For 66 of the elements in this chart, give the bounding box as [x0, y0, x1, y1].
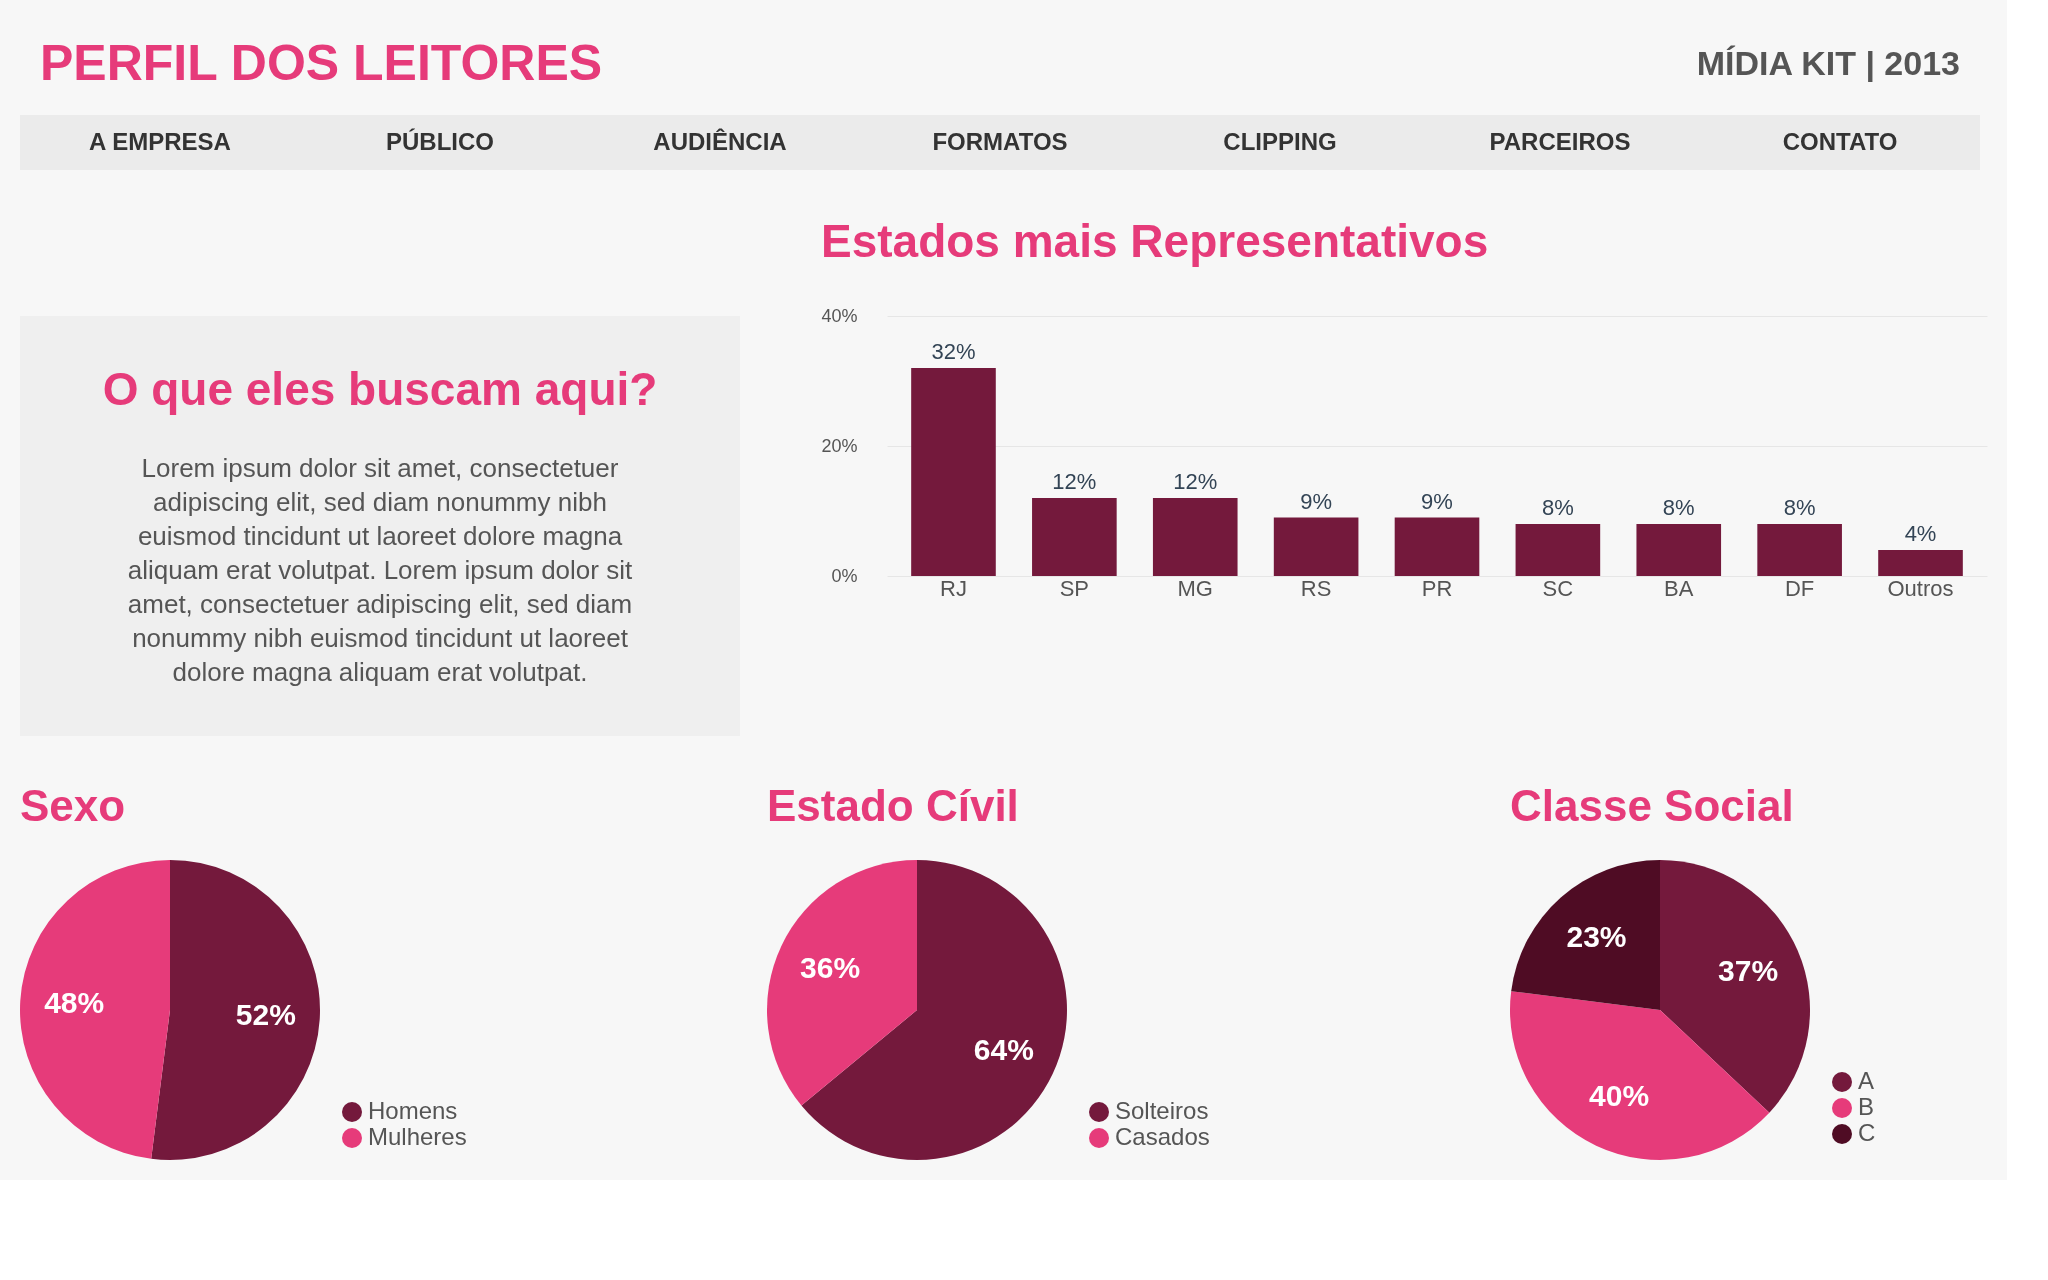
pie-slice: [801, 860, 1067, 1160]
text: MÍDIA KIT | 2013: [1696, 44, 1960, 82]
data-label: 40%: [1589, 1078, 1650, 1112]
data-label: 36%: [800, 951, 861, 985]
chart-title: Estado Cívil: [767, 781, 1019, 830]
x-tick-label: BA: [1664, 575, 1694, 601]
legend-label: B: [1858, 1093, 1875, 1120]
data-label: 8%: [1783, 495, 1816, 520]
data-label: 8%: [1541, 495, 1574, 520]
bar: [1515, 524, 1601, 576]
x-tick-label: PR: [1421, 575, 1453, 601]
pie-slice: [20, 860, 170, 1159]
x-tick-label: SP: [1059, 575, 1090, 601]
bar: [1636, 524, 1722, 576]
legend-label: C: [1858, 1119, 1876, 1146]
y-tick-label: 20%: [821, 435, 858, 456]
legend-label: Casados: [1115, 1123, 1210, 1150]
chart-title: Classe Social: [1510, 781, 1794, 830]
pie-slice: [767, 860, 917, 1106]
y-tick-label: 0%: [831, 565, 858, 586]
pie-slice: [1510, 991, 1770, 1160]
x-tick-label: RJ: [940, 575, 967, 601]
text: Lorem ipsum dolor sit amet, consectetuer adipiscing elit, sed diam nonummy nibh euismod tincidunt ut laoreet dolore magna aliquam erat volutpat. Lorem ipsum dolor sit amet, consectetuer adipiscing elit, sed diam nonummy nibh euismod tincidunt ut laoreet dolore magna aliquam erat volutpat.: [127, 453, 633, 687]
data-label: 23%: [1566, 919, 1627, 953]
bar: [1394, 517, 1480, 576]
data-label: 9%: [1421, 488, 1453, 514]
text: PÚBLICO: [386, 128, 494, 155]
x-tick-label: Outros: [1887, 575, 1954, 601]
x-tick-label: MG: [1177, 575, 1213, 601]
y-tick-label: 40%: [821, 305, 858, 326]
data-label: 52%: [235, 998, 296, 1032]
legend-label: Mulheres: [368, 1123, 467, 1150]
bar: [1152, 498, 1238, 576]
text: CONTATO: [1782, 128, 1898, 155]
text: A EMPRESA: [89, 128, 231, 155]
bar: [1757, 524, 1842, 576]
text: AUDIÊNCIA: [653, 128, 787, 155]
pie-slice: [1511, 860, 1660, 1010]
data-label: 4%: [1904, 521, 1937, 546]
pie-slice: [1660, 860, 1810, 1113]
data-label: 8%: [1662, 495, 1695, 520]
x-tick-label: SC: [1542, 575, 1574, 601]
x-tick-label: RS: [1300, 575, 1332, 601]
text: CLIPPING: [1223, 128, 1337, 155]
bar: [911, 368, 996, 576]
chart-title: Estados mais Representativos: [820, 215, 1489, 267]
legend-label: Homens: [368, 1097, 458, 1124]
chart-title: Sexo: [20, 781, 126, 830]
data-label: 9%: [1300, 488, 1333, 514]
bar: [1273, 517, 1359, 576]
text: PERFIL DOS LEITORES: [40, 35, 603, 91]
data-label: 12%: [1173, 469, 1218, 494]
data-label: 48%: [44, 985, 105, 1019]
x-tick-label: DF: [1784, 575, 1815, 601]
data-label: 64%: [973, 1032, 1034, 1066]
legend-label: A: [1858, 1067, 1875, 1094]
bar: [1878, 550, 1963, 576]
text: PARCEIROS: [1489, 128, 1631, 155]
data-label: 12%: [1052, 469, 1097, 494]
bar: [1032, 498, 1117, 576]
text: FORMATOS: [932, 128, 1068, 155]
pie-slice: [151, 860, 320, 1160]
text: O que eles buscam aqui?: [102, 363, 658, 415]
legend-label: Solteiros: [1115, 1097, 1209, 1124]
data-label: 37%: [1718, 953, 1779, 987]
data-label: 32%: [931, 339, 976, 364]
